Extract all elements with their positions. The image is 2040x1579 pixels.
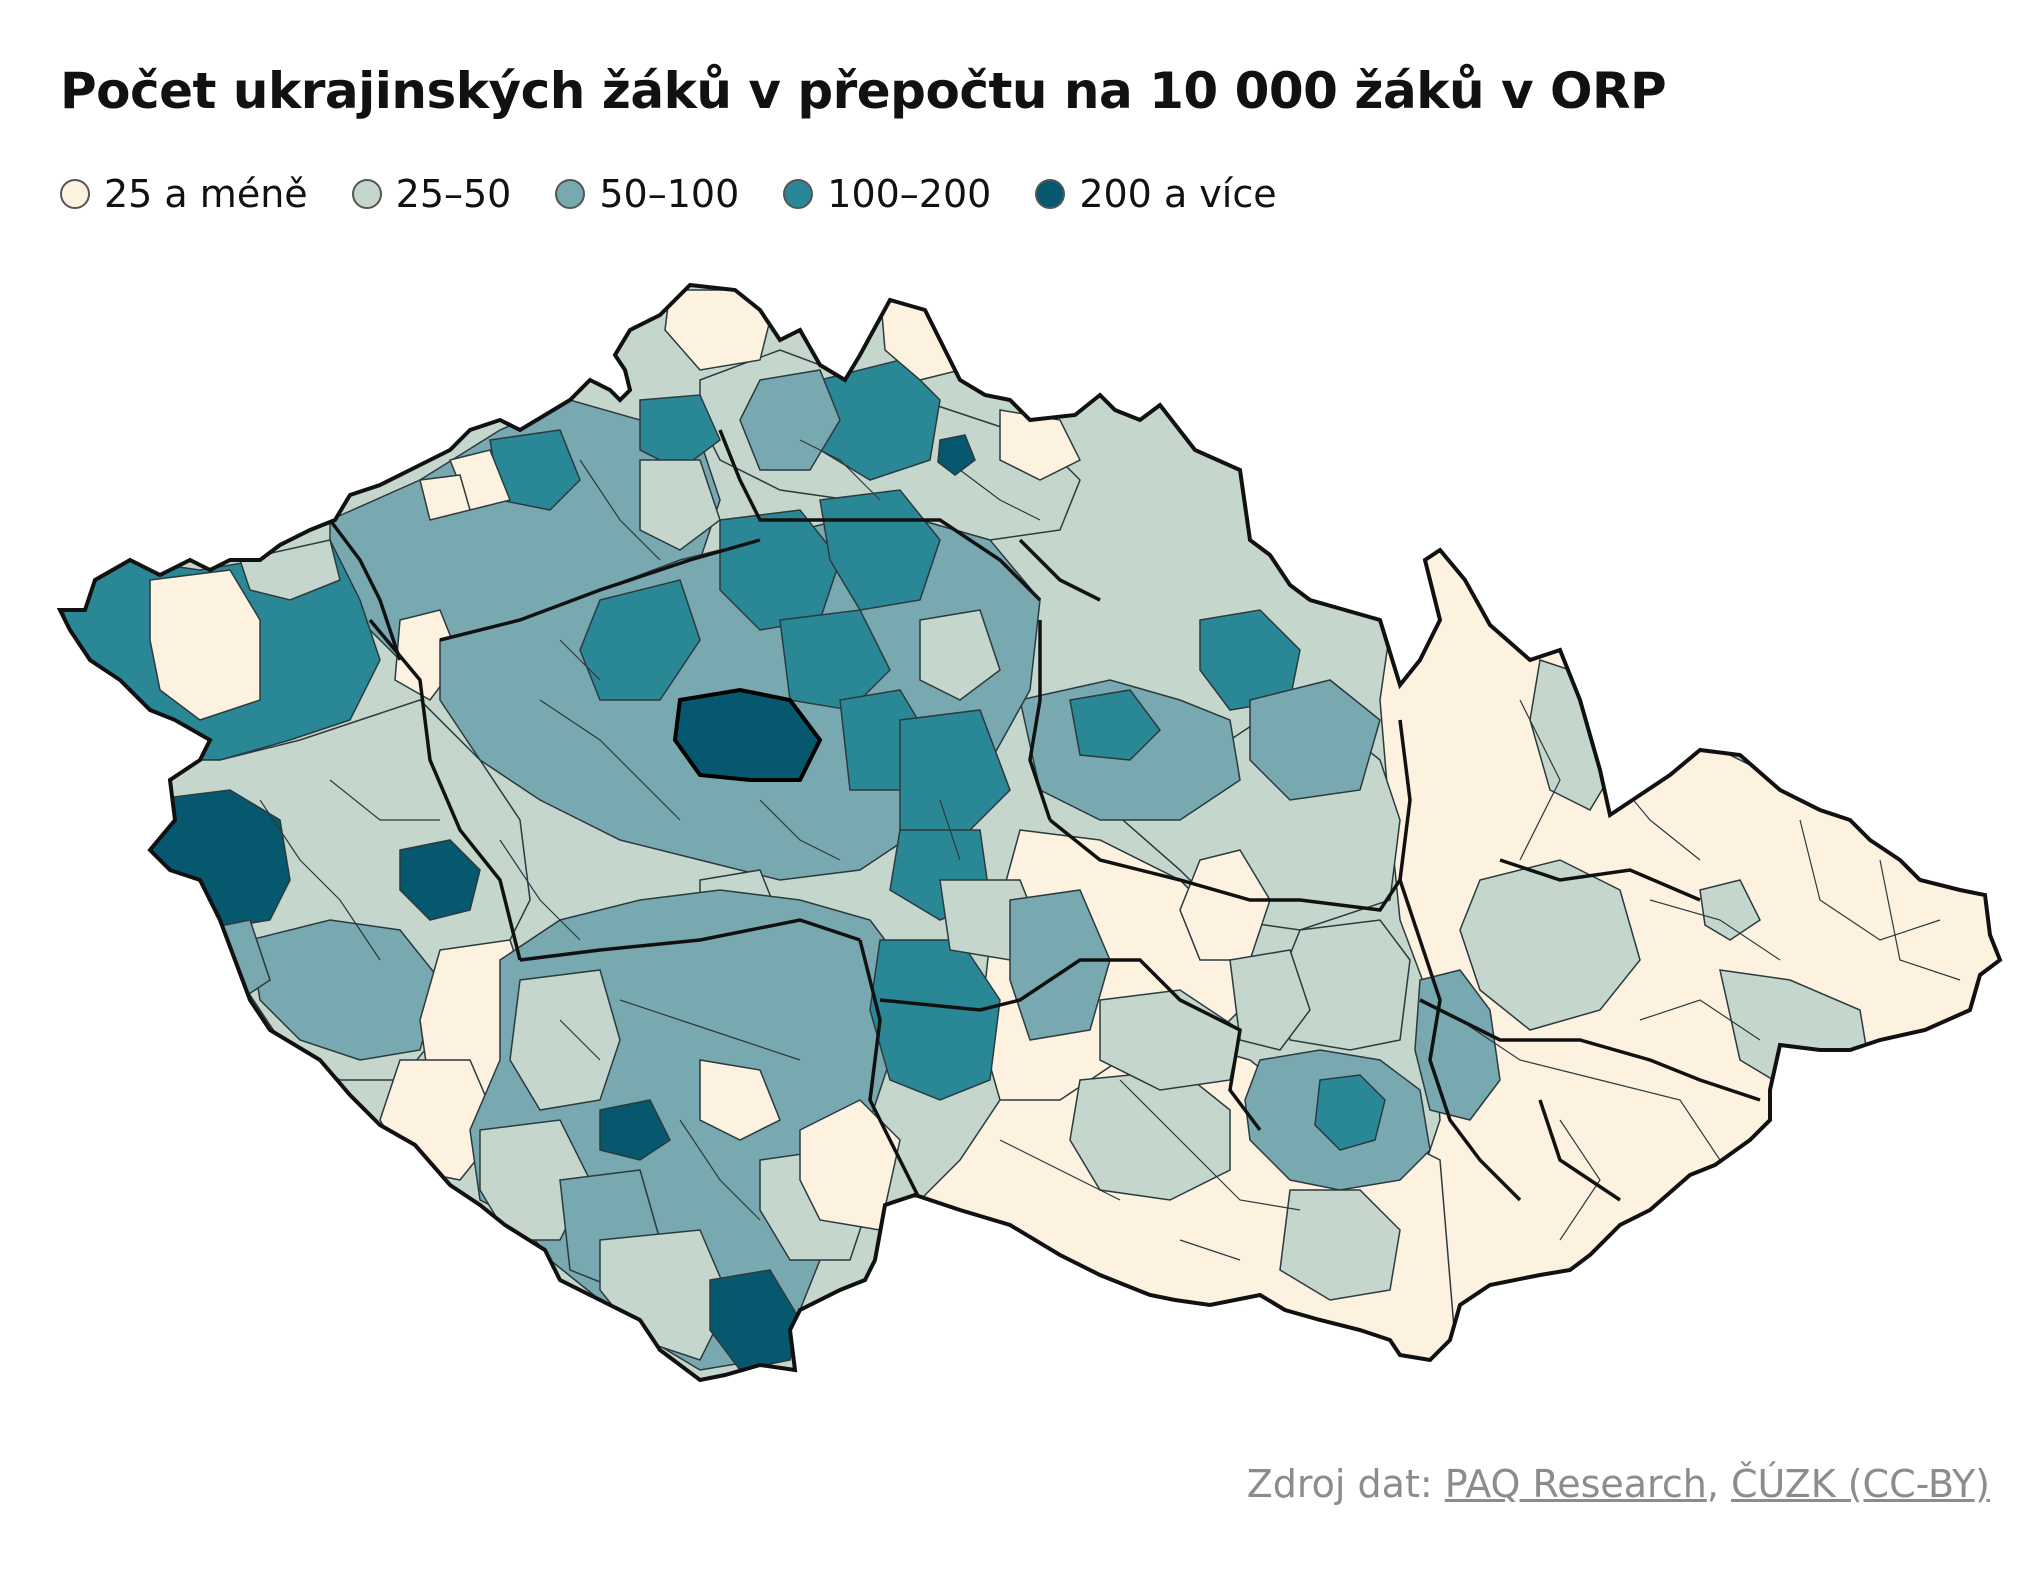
orp-borders: [259, 439, 1961, 1261]
tabor-cream: [699, 1059, 781, 1141]
olomouc-patch: [1459, 859, 1641, 1031]
source-link-paq[interactable]: PAQ Research: [1444, 1462, 1707, 1506]
plzen-south-teal: [249, 919, 441, 1061]
pardubice-city: [1069, 689, 1161, 761]
liberec-city: [937, 434, 976, 476]
plzen-city: [399, 839, 481, 921]
source-link-cuzk[interactable]: ČÚZK (CC-BY): [1731, 1462, 1990, 1506]
source-separator: ,: [1706, 1462, 1731, 1506]
strakonice-light: [509, 969, 621, 1111]
legend-item-0: 25 a méně: [60, 172, 308, 216]
kaplice-dark: [709, 1269, 801, 1371]
praha-city: [672, 687, 823, 782]
region-borders: [328, 429, 1761, 1202]
brandys-teal: [779, 609, 891, 711]
country-outline: [56, 282, 2003, 1383]
prachatice-light: [479, 1119, 591, 1241]
legend-item-1: 25–50: [351, 172, 512, 216]
litvinov-light: [639, 459, 721, 551]
legend-swatch-0: [60, 179, 90, 209]
kolin-teal: [899, 709, 1011, 841]
legend-label-3: 100–200: [827, 172, 992, 216]
map-title: Počet ukrajinských žáků v přepočtu na 10…: [60, 62, 1667, 120]
pisek-dark: [599, 1099, 671, 1161]
legend-swatch-4: [1035, 179, 1066, 209]
legend-label-1: 25–50: [395, 172, 512, 216]
source-note: Zdroj dat: PAQ Research, ČÚZK (CC-BY): [1247, 1462, 1990, 1506]
decin-teal: [639, 394, 721, 471]
legend-swatch-1: [351, 179, 382, 209]
ostrava-patch: [1699, 879, 1761, 941]
legend-label-2: 50–100: [599, 172, 740, 216]
havlickuv-teal: [1009, 889, 1111, 1041]
cheb-cream: [149, 569, 261, 721]
legend-label-0: 25 a méně: [104, 172, 308, 216]
legend-swatch-3: [783, 179, 814, 209]
source-prefix: Zdroj dat:: [1246, 1462, 1445, 1506]
legend-item-2: 50–100: [555, 172, 739, 216]
legend: 25 a méně 25–50 50–100 100–200 200 a víc…: [60, 172, 1277, 216]
legend-label-4: 200 a více: [1079, 172, 1277, 216]
trebic-light: [1229, 949, 1311, 1051]
hodonin-patch: [1279, 1189, 1401, 1301]
teplice-cream: [419, 474, 471, 521]
cerveny-light: [919, 609, 1001, 701]
orlicke-patch: [1249, 679, 1381, 801]
ceska-lipa-teal: [739, 369, 841, 471]
legend-swatch-2: [555, 179, 586, 209]
orp-districts: [60, 289, 2000, 1380]
kladno-teal: [579, 579, 701, 701]
legend-item-4: 200 a více: [1035, 172, 1277, 216]
legend-item-3: 100–200: [783, 172, 991, 216]
brno-city: [1314, 1074, 1386, 1151]
